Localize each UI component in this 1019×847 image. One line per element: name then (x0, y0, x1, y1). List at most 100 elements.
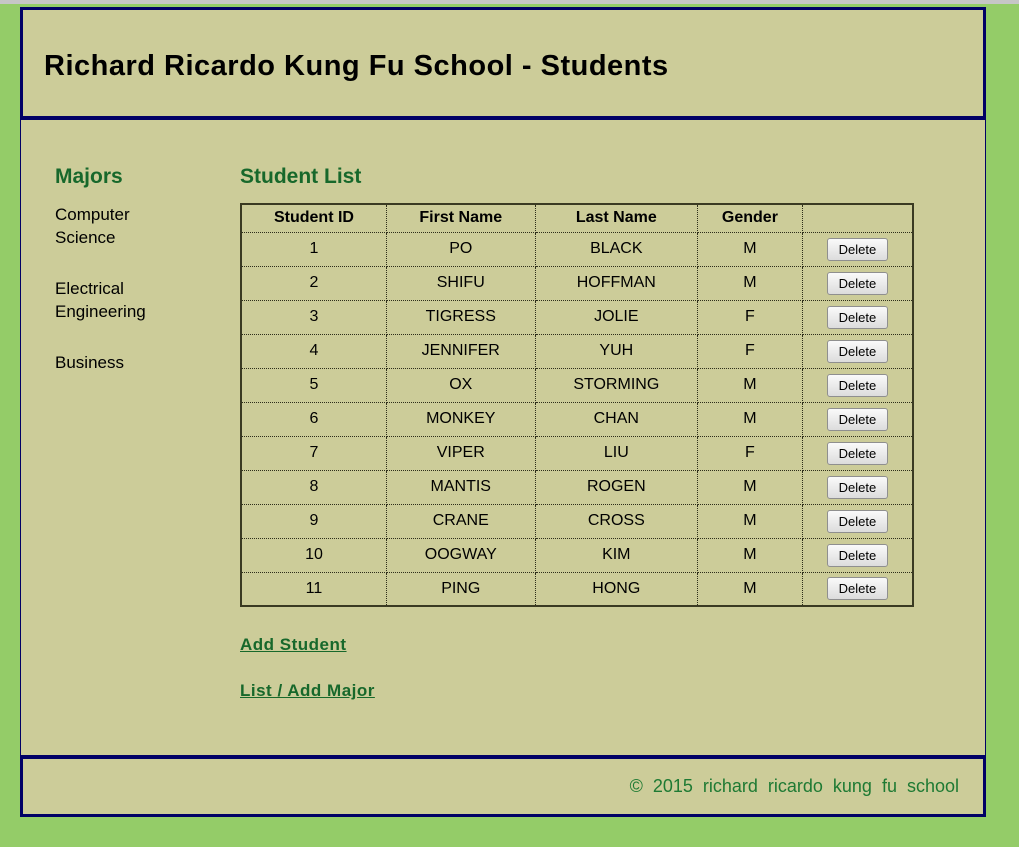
cell-first-name: MONKEY (385, 401, 536, 437)
cell-last-name: STORMING (534, 367, 699, 403)
cell-first-name: TIGRESS (385, 299, 536, 335)
cell-first-name: CRANE (385, 503, 536, 539)
cell-last-name: HONG (534, 571, 699, 607)
cell-student-id: 11 (240, 571, 387, 607)
delete-button[interactable]: Delete (826, 475, 889, 499)
cell-student-id: 3 (240, 299, 387, 335)
delete-button[interactable]: Delete (826, 577, 889, 601)
student-list-heading: Student List (240, 165, 362, 188)
student-list-section: Student List Student ID First Name Last … (240, 165, 985, 755)
cell-actions: Delete (801, 571, 914, 607)
cell-first-name: PO (385, 231, 536, 267)
list-add-major-link[interactable]: List / Add Major (240, 681, 375, 700)
copyright-text: © 2015 richard ricardo kung fu school (629, 776, 959, 796)
cell-actions: Delete (801, 435, 914, 471)
cell-actions: Delete (801, 299, 914, 335)
delete-button[interactable]: Delete (826, 237, 889, 261)
major-item-computer-science: Computer Science (55, 205, 130, 248)
column-header-first-name: First Name (385, 203, 536, 233)
add-student-link[interactable]: Add Student (240, 635, 347, 654)
cell-actions: Delete (801, 231, 914, 267)
table-row: 5 OX STORMING M Delete (240, 367, 914, 403)
cell-actions: Delete (801, 503, 914, 539)
major-item-electrical-engineering: Electrical Engineering (55, 278, 146, 322)
cell-last-name: HOFFMAN (534, 265, 699, 301)
cell-last-name: KIM (534, 537, 699, 573)
window-top-edge (0, 0, 1019, 4)
page-title: Richard Ricardo Kung Fu School - Student… (44, 50, 669, 82)
table-row: 10 OOGWAY KIM M Delete (240, 537, 914, 573)
cell-gender: M (697, 231, 803, 267)
table-row: 4 JENNIFER YUH F Delete (240, 333, 914, 369)
table-row: 11 PING HONG M Delete (240, 571, 914, 607)
content-panel: Majors Computer Science Electrical Engin… (20, 119, 986, 756)
cell-actions: Delete (801, 537, 914, 573)
cell-actions: Delete (801, 469, 914, 505)
majors-sidebar: Majors Computer Science Electrical Engin… (21, 165, 240, 755)
student-table: Student ID First Name Last Name Gender 1… (240, 203, 914, 607)
cell-student-id: 6 (240, 401, 387, 437)
delete-button[interactable]: Delete (826, 407, 889, 431)
action-links: Add Student List / Add Major (240, 636, 985, 728)
majors-heading: Majors (55, 165, 123, 188)
cell-first-name: MANTIS (385, 469, 536, 505)
cell-last-name: JOLIE (534, 299, 699, 335)
page-container: Richard Ricardo Kung Fu School - Student… (20, 7, 986, 817)
cell-gender: M (697, 503, 803, 539)
cell-student-id: 7 (240, 435, 387, 471)
cell-last-name: CROSS (534, 503, 699, 539)
table-row: 9 CRANE CROSS M Delete (240, 503, 914, 539)
cell-gender: M (697, 537, 803, 573)
column-header-gender: Gender (697, 203, 803, 233)
delete-button[interactable]: Delete (826, 271, 889, 295)
table-row: 8 MANTIS ROGEN M Delete (240, 469, 914, 505)
delete-button[interactable]: Delete (826, 441, 889, 465)
cell-student-id: 9 (240, 503, 387, 539)
table-row: 6 MONKEY CHAN M Delete (240, 401, 914, 437)
cell-last-name: ROGEN (534, 469, 699, 505)
cell-last-name: YUH (534, 333, 699, 369)
cell-first-name: OOGWAY (385, 537, 536, 573)
cell-first-name: PING (385, 571, 536, 607)
table-row: 1 PO BLACK M Delete (240, 231, 914, 267)
cell-gender: M (697, 469, 803, 505)
cell-actions: Delete (801, 333, 914, 369)
delete-button[interactable]: Delete (826, 509, 889, 533)
cell-first-name: OX (385, 367, 536, 403)
major-item-business: Business (55, 352, 124, 372)
column-header-last-name: Last Name (534, 203, 699, 233)
delete-button[interactable]: Delete (826, 305, 889, 329)
cell-student-id: 4 (240, 333, 387, 369)
cell-first-name: VIPER (385, 435, 536, 471)
cell-gender: F (697, 299, 803, 335)
delete-button[interactable]: Delete (826, 339, 889, 363)
cell-first-name: JENNIFER (385, 333, 536, 369)
column-header-student-id: Student ID (240, 203, 387, 233)
table-header-row: Student ID First Name Last Name Gender (240, 203, 914, 233)
cell-actions: Delete (801, 401, 914, 437)
cell-student-id: 1 (240, 231, 387, 267)
delete-button[interactable]: Delete (826, 543, 889, 567)
delete-button[interactable]: Delete (826, 373, 889, 397)
table-row: 7 VIPER LIU F Delete (240, 435, 914, 471)
cell-student-id: 8 (240, 469, 387, 505)
cell-gender: F (697, 333, 803, 369)
column-header-actions (801, 203, 914, 233)
cell-student-id: 10 (240, 537, 387, 573)
cell-last-name: LIU (534, 435, 699, 471)
cell-actions: Delete (801, 367, 914, 403)
cell-student-id: 2 (240, 265, 387, 301)
cell-gender: M (697, 401, 803, 437)
footer-panel: © 2015 richard ricardo kung fu school (20, 756, 986, 817)
cell-gender: M (697, 265, 803, 301)
cell-first-name: SHIFU (385, 265, 536, 301)
table-body: 1 PO BLACK M Delete 2 SHIFU HOFFMAN M Delete 3 TIGR… (240, 231, 914, 607)
cell-gender: M (697, 571, 803, 607)
cell-last-name: BLACK (534, 231, 699, 267)
cell-actions: Delete (801, 265, 914, 301)
cell-last-name: CHAN (534, 401, 699, 437)
table-row: 2 SHIFU HOFFMAN M Delete (240, 265, 914, 301)
table-row: 3 TIGRESS JOLIE F Delete (240, 299, 914, 335)
cell-gender: F (697, 435, 803, 471)
cell-gender: M (697, 367, 803, 403)
